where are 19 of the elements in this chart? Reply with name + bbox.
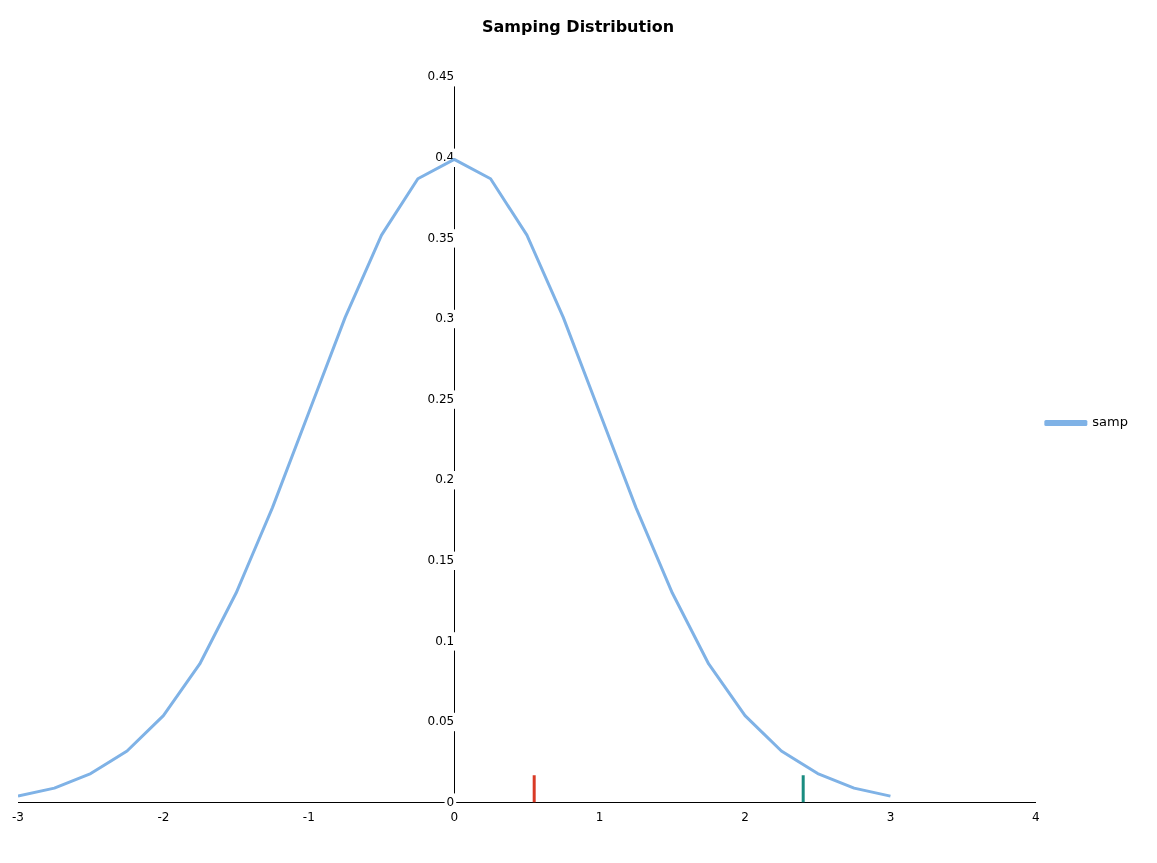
x-tick-label: -2 [157,809,170,824]
x-tick-label: 4 [1032,809,1040,824]
y-tick-label: 0.3 [435,311,455,326]
x-tick-label: 2 [741,809,749,824]
x-tick-label: -3 [12,809,24,824]
y-tick-label: 0.1 [435,633,455,648]
y-tick-label: 0.25 [427,391,455,406]
y-tick-label: 0.05 [427,714,455,729]
chart-title: Samping Distribution [481,16,675,36]
x-tick-label: 1 [595,809,604,824]
y-tick-label: 0.4 [435,149,455,164]
y-tick-label: 0.45 [427,69,455,84]
y-tick-label: 0.35 [427,230,455,245]
legend-label: samp [1092,414,1128,430]
y-tick-label: 0 [446,794,455,809]
x-tick-label: 3 [886,809,895,824]
x-tick-label: -1 [302,809,315,824]
y-tick-label: 0.2 [435,472,455,487]
y-tick-label: 0.15 [427,552,455,567]
